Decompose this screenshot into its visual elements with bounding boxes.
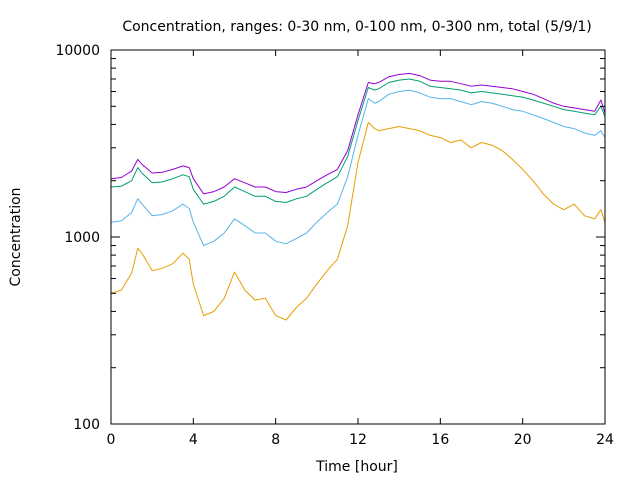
x-tick-label: 16 — [431, 432, 449, 448]
x-tick-label: 20 — [514, 432, 532, 448]
series-line-3 — [110, 78, 606, 205]
x-tick-label: 24 — [596, 432, 614, 448]
plot-frame — [110, 49, 606, 425]
x-tick-label: 12 — [349, 432, 367, 448]
x-tick-label: 8 — [271, 432, 280, 448]
y-axis-label: Concentration — [8, 187, 24, 286]
x-tick-label: 0 — [107, 432, 116, 448]
y-tick-label: 100 — [73, 417, 100, 433]
series-line-4 — [110, 72, 606, 195]
ticks-layer: 0 4 8 12 16 20 24 100 1000 10000 — [55, 43, 614, 448]
chart-title: Concentration, ranges: 0-30 nm, 0-100 nm… — [122, 19, 591, 35]
series-line-2 — [110, 89, 606, 247]
series-line-1 — [110, 121, 606, 321]
y-tick-label: 10000 — [55, 43, 100, 59]
x-tick-label: 4 — [189, 432, 198, 448]
y-tick-label: 1000 — [64, 230, 100, 246]
series-layer — [110, 72, 606, 321]
x-axis-label: Time [hour] — [315, 459, 398, 475]
